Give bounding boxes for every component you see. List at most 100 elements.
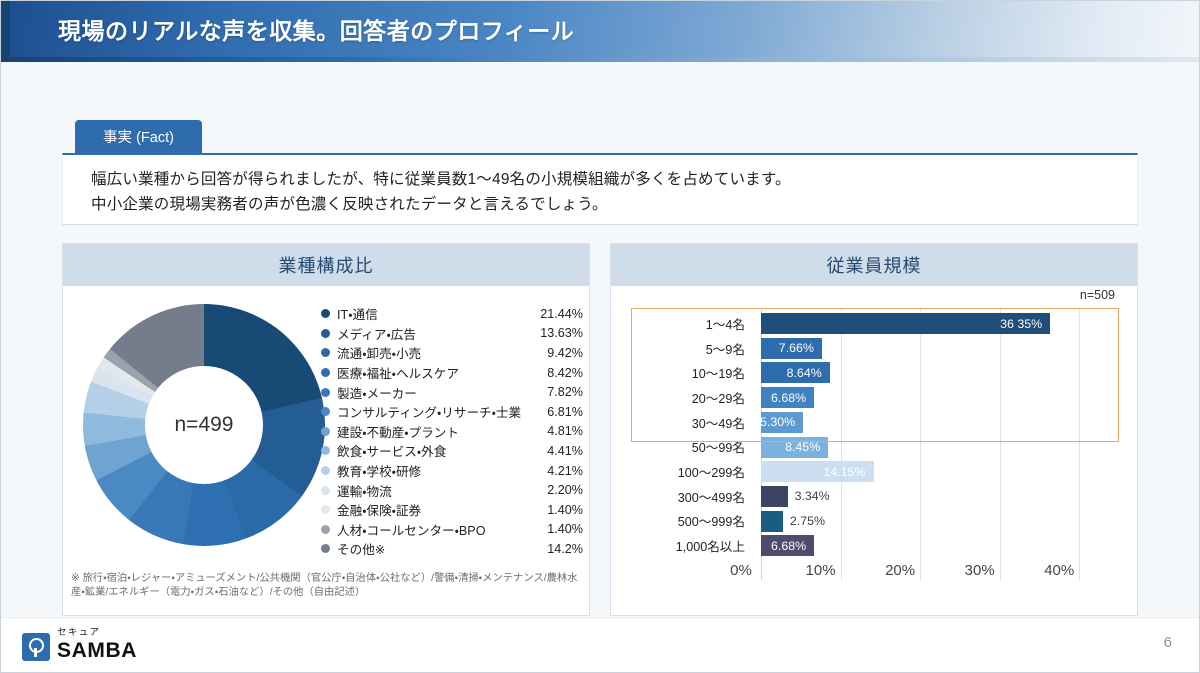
legend-item-value: 1.40% bbox=[547, 502, 583, 517]
bar-value-label: 5.30% bbox=[760, 415, 796, 430]
bar-category-label: 30〜49名 bbox=[691, 416, 745, 431]
employee-panel-header: 従業員規模 bbox=[611, 244, 1137, 286]
legend-swatch-icon bbox=[321, 544, 330, 554]
legend-swatch-icon bbox=[321, 446, 330, 456]
industry-footnote: ※ 旅行・宿泊・レジャー・アミューズメント/公共機関（官公庁・自治体・公社など）… bbox=[71, 573, 578, 598]
legend-swatch-icon bbox=[321, 505, 330, 515]
bar-fill: 5.30% bbox=[760, 411, 804, 433]
fact-tab-label: 事実 (Fact) bbox=[103, 130, 174, 146]
bar-row: 10〜19名 8.64% bbox=[631, 360, 1119, 385]
legend-item-label: 医療・福祉・ヘルスケア bbox=[337, 367, 459, 382]
gridline bbox=[999, 308, 1001, 580]
bar-row: 50〜99名 8.45% bbox=[631, 435, 1119, 460]
industry-composition-panel: 業種構成比 n=499 IT・通信 21.44% メディア・広告 13.63% 流通・卸… bbox=[62, 243, 590, 616]
employee-panel-title: 従業員規模 bbox=[826, 256, 922, 276]
gridline bbox=[920, 308, 922, 580]
fact-line-2: 中小企業の現場実務者の声が色濃く反映されたデータと言えるでしょう。 bbox=[91, 196, 608, 213]
legend-item-value: 2.20% bbox=[547, 483, 583, 498]
bar-category-label: 1〜4名 bbox=[705, 317, 745, 332]
bar-track: 3.34% bbox=[761, 485, 830, 507]
bar-track: 6.68% bbox=[761, 535, 815, 557]
bar-category-label: 50〜99名 bbox=[691, 441, 745, 456]
legend-item-label: IT・通信 bbox=[337, 308, 378, 323]
x-axis-tick-label: 40% bbox=[1044, 562, 1075, 579]
gridline bbox=[1079, 308, 1081, 580]
gridline bbox=[840, 308, 842, 580]
x-axis-tick-label: 10% bbox=[805, 562, 836, 579]
legend-item: 飲食・サービス・外食 4.41% bbox=[321, 441, 583, 461]
donut-center-label: n=499 bbox=[145, 366, 263, 484]
logo-kana: セキュア bbox=[57, 627, 101, 638]
bar-fill: 6.68% bbox=[761, 387, 815, 409]
bar-category-label: 20〜29名 bbox=[691, 391, 745, 406]
bar-value-label: 8.64% bbox=[786, 365, 822, 380]
legend-item-label: 飲食・サービス・外食 bbox=[337, 445, 447, 460]
bar-track: 5.30% bbox=[760, 411, 804, 433]
bar-category-label: 100〜299名 bbox=[677, 466, 745, 481]
legend-item: 人材・コールセンター・BPO 1.40% bbox=[321, 520, 583, 540]
legend-item-value: 6.81% bbox=[547, 404, 583, 419]
legend-swatch-icon bbox=[321, 524, 330, 534]
bar-row: 100〜299名 14.15% bbox=[631, 459, 1119, 484]
bar-track: 36 35% bbox=[761, 313, 1051, 334]
legend-item-value: 1.40% bbox=[547, 522, 583, 537]
slide-header: 現場のリアルな声を収集。回答者のプロフィール bbox=[0, 0, 1200, 57]
bar-value-label: 36 35% bbox=[1000, 316, 1043, 331]
bar-row: 500〜999名 2.75% bbox=[631, 509, 1119, 534]
fact-line-1: 幅広い業種から回答が得られましたが、特に従業員数1〜49名の小規模組織が多くを占… bbox=[91, 171, 791, 188]
logo-name: SAMBA bbox=[57, 638, 137, 662]
legend-swatch-icon bbox=[321, 348, 330, 358]
legend-item: コンサルティング・リサーチ・士業 6.81% bbox=[321, 402, 583, 422]
x-axis: 0% 10% 20% 30% 40% bbox=[730, 562, 1099, 586]
legend-item-label: 製造・メーカー bbox=[337, 386, 417, 401]
legend-swatch-icon bbox=[321, 328, 330, 338]
legend-swatch-icon bbox=[321, 368, 330, 378]
bar-category-label: 10〜19名 bbox=[691, 367, 745, 382]
legend-item: 建設・不動産・プラント 4.81% bbox=[321, 422, 583, 442]
legend-item-label: 建設・不動産・プラント bbox=[337, 425, 459, 440]
legend-swatch-icon bbox=[321, 426, 330, 436]
legend-swatch-icon bbox=[321, 309, 330, 319]
legend-item-value: 8.42% bbox=[547, 365, 583, 380]
employee-size-panel: 従業員規模 n=509 1〜4名 36 35% 5〜9名 7.66% 10〜19名 8.6… bbox=[610, 243, 1138, 616]
slide-footer: セキュア SAMBA 6 bbox=[0, 617, 1200, 673]
logo-text: セキュア SAMBA bbox=[57, 628, 137, 661]
industry-panel-title: 業種構成比 bbox=[278, 256, 374, 276]
bar-fill: 36 35% bbox=[761, 313, 1051, 334]
employee-panel-body: n=509 1〜4名 36 35% 5〜9名 7.66% 10〜19名 8.64% 20〜2… bbox=[611, 286, 1137, 616]
bar-value-label: 6.68% bbox=[771, 538, 807, 553]
samba-logo: セキュア SAMBA bbox=[22, 628, 137, 661]
bar-row: 1〜4名 36 35% bbox=[631, 311, 1119, 336]
legend-swatch-icon bbox=[321, 485, 330, 495]
legend-item-value: 14.2% bbox=[547, 541, 583, 556]
legend-item-label: コンサルティング・リサーチ・士業 bbox=[337, 406, 522, 421]
bar-row: 1,000名以上 6.68% bbox=[631, 533, 1119, 558]
legend-item-label: メディア・広告 bbox=[337, 327, 416, 342]
bar-value-label: 3.34% bbox=[794, 489, 830, 504]
legend-item: 教育・学校・研修 4.21% bbox=[321, 461, 583, 481]
bar-track: 7.66% bbox=[761, 337, 822, 359]
industry-legend: IT・通信 21.44% メディア・広告 13.63% 流通・卸売・小売 9.42% 医療・… bbox=[321, 304, 583, 559]
bar-row: 5〜9名 7.66% bbox=[631, 336, 1119, 361]
employee-bar-chart: n=509 1〜4名 36 35% 5〜9名 7.66% 10〜19名 8.64% 20〜2… bbox=[611, 286, 1139, 616]
bar-category-label: 500〜999名 bbox=[677, 515, 745, 530]
bar-fill: 6.68% bbox=[761, 535, 815, 557]
header-accent-bar bbox=[0, 0, 10, 57]
bar-fill: 7.66% bbox=[761, 337, 822, 359]
legend-item-label: 運輸・物流 bbox=[337, 484, 392, 499]
sample-size-label: n=509 bbox=[1079, 288, 1115, 302]
bar-track: 14.15% bbox=[761, 461, 874, 483]
legend-item: 医療・福祉・ヘルスケア 8.42% bbox=[321, 363, 583, 383]
legend-item-label: 流通・卸売・小売 bbox=[337, 347, 422, 362]
legend-swatch-icon bbox=[321, 466, 330, 476]
fact-box: 幅広い業種から回答が得られましたが、特に従業員数1〜49名の小規模組織が多くを占… bbox=[62, 153, 1138, 225]
bar-fill bbox=[761, 510, 783, 532]
legend-item: 製造・メーカー 7.82% bbox=[321, 382, 583, 402]
industry-panel-header: 業種構成比 bbox=[63, 244, 589, 286]
bar-row: 20〜29名 6.68% bbox=[631, 385, 1119, 410]
header-underline bbox=[0, 57, 1200, 62]
legend-item-value: 7.82% bbox=[547, 385, 583, 400]
key-icon bbox=[22, 632, 50, 661]
legend-item: IT・通信 21.44% bbox=[321, 304, 583, 324]
